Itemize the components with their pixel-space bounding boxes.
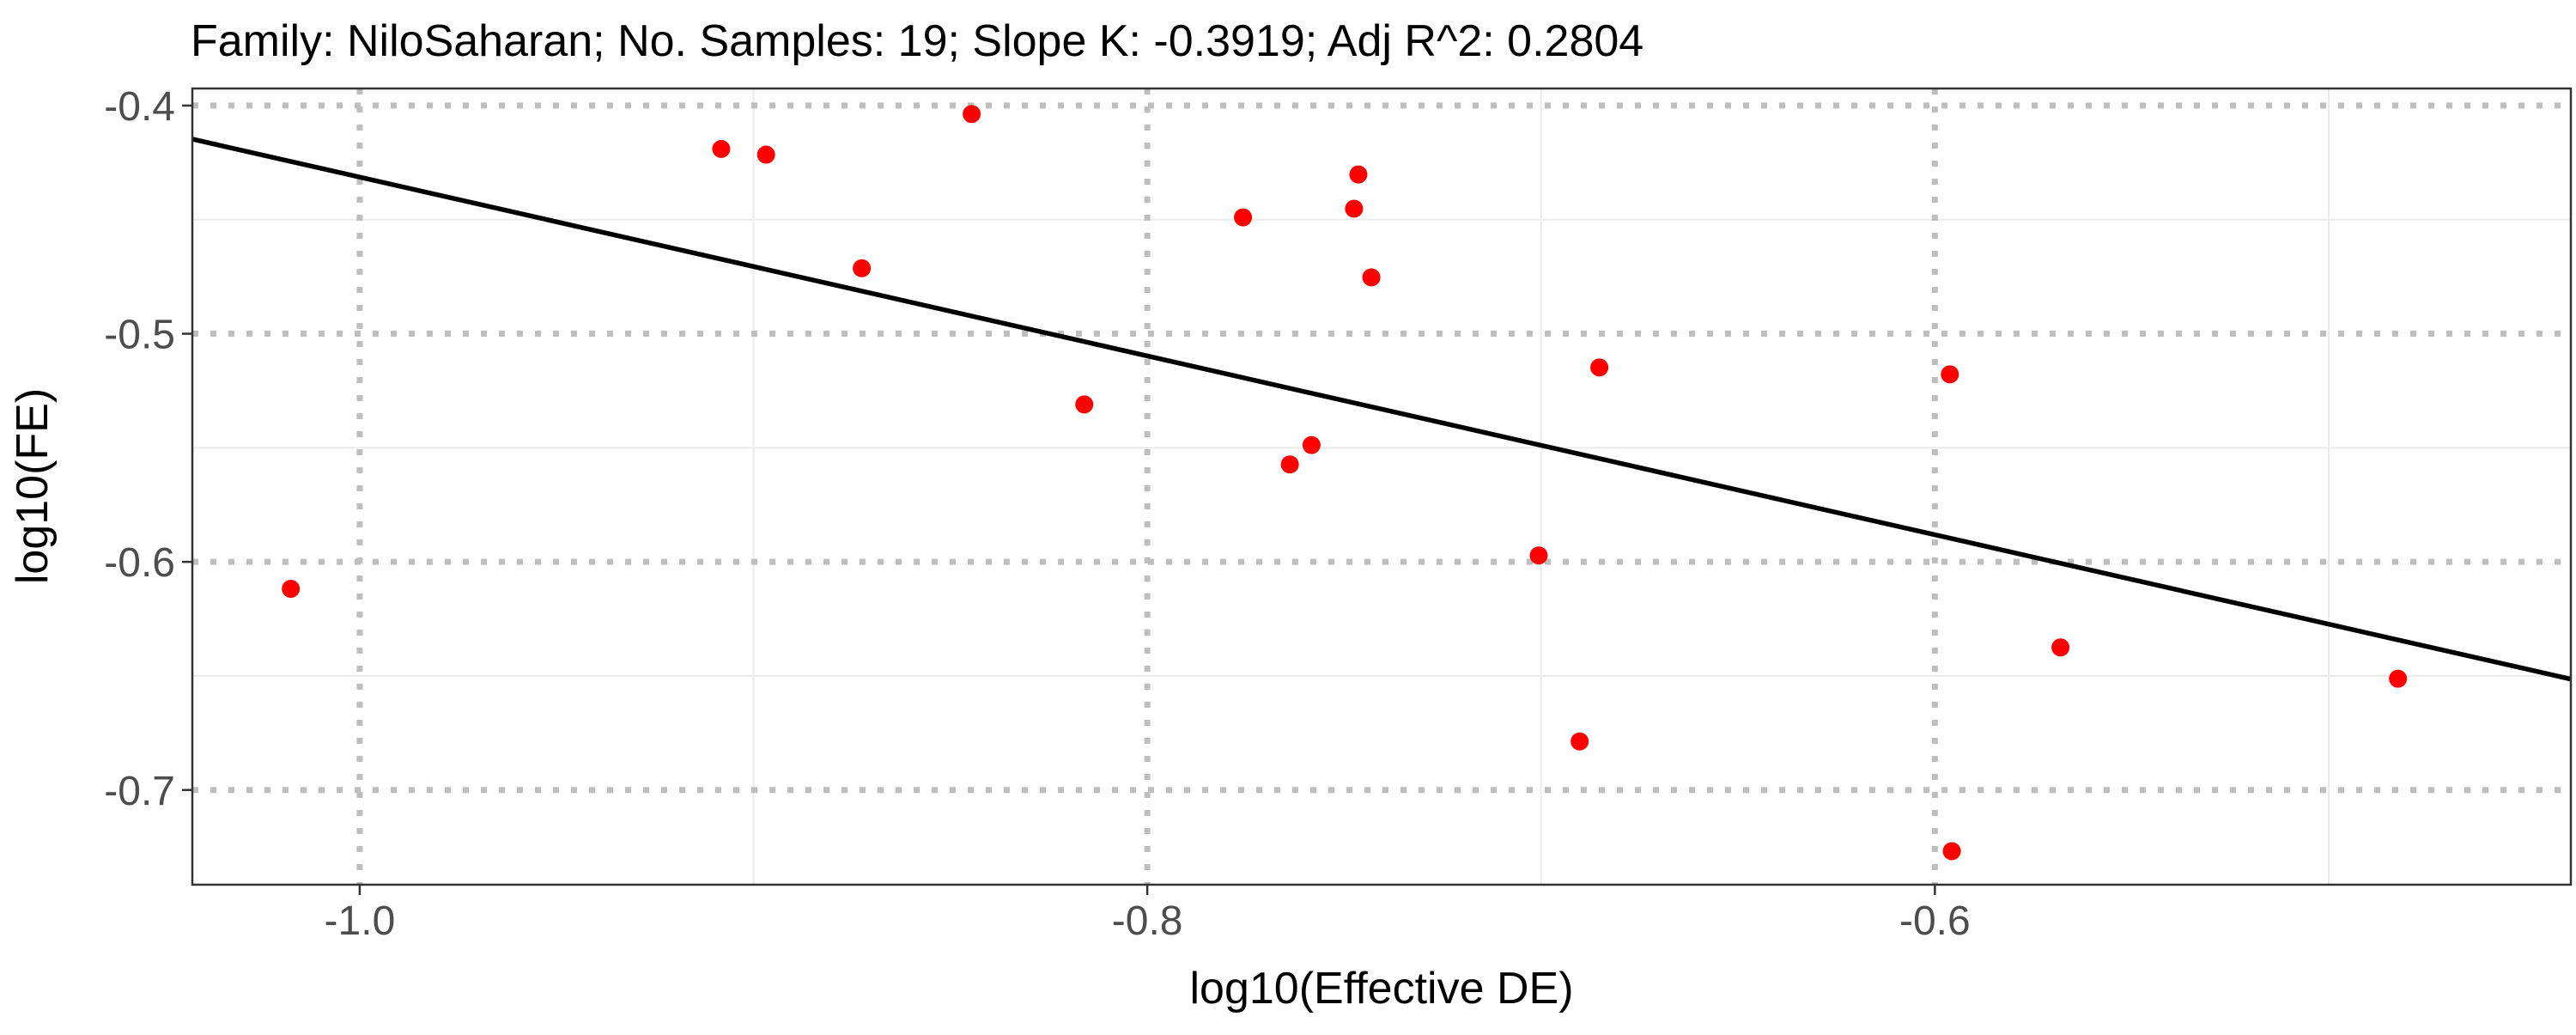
data-point [963, 105, 981, 124]
minor-grid [192, 88, 2571, 885]
y-axis-title: log10(FE) [8, 388, 58, 584]
major-grid [192, 88, 2571, 885]
data-point [712, 139, 731, 158]
points-layer [282, 105, 2408, 861]
y-tick-label: -0.4 [104, 84, 175, 130]
data-point [1362, 268, 1381, 287]
x-axis-ticks: -1.0 -0.8 -0.6 [325, 885, 1971, 944]
panel-border [191, 87, 2573, 886]
data-point [1571, 732, 1589, 751]
data-point [1942, 842, 1961, 861]
data-point [1345, 199, 1364, 218]
data-point [1234, 208, 1253, 227]
x-tick-label: -1.0 [325, 898, 396, 944]
regression-line [191, 137, 2572, 682]
x-tick-label: -0.6 [1899, 898, 1971, 944]
y-axis-ticks: -0.4 -0.5 -0.6 -0.7 [104, 84, 192, 814]
data-point [853, 259, 872, 277]
data-point [2051, 638, 2070, 657]
data-point [1280, 455, 1299, 474]
x-tick-label: -0.8 [1112, 898, 1183, 944]
data-point [282, 579, 301, 598]
data-point [1529, 546, 1548, 565]
fit-line-layer [191, 137, 2572, 682]
y-tick-label: -0.6 [104, 540, 175, 586]
y-tick-label: -0.5 [104, 313, 175, 358]
data-point [1302, 435, 1321, 454]
data-point [1349, 165, 1368, 184]
data-point [756, 145, 775, 164]
data-point [1941, 365, 1959, 384]
y-tick-label: -0.7 [104, 769, 175, 814]
chart-title: Family: NiloSaharan; No. Samples: 19; Sl… [191, 16, 1643, 66]
data-point [1590, 358, 1609, 377]
data-point [2389, 669, 2408, 688]
x-axis-title: log10(Effective DE) [1189, 964, 1573, 1014]
data-point [1075, 395, 1094, 414]
